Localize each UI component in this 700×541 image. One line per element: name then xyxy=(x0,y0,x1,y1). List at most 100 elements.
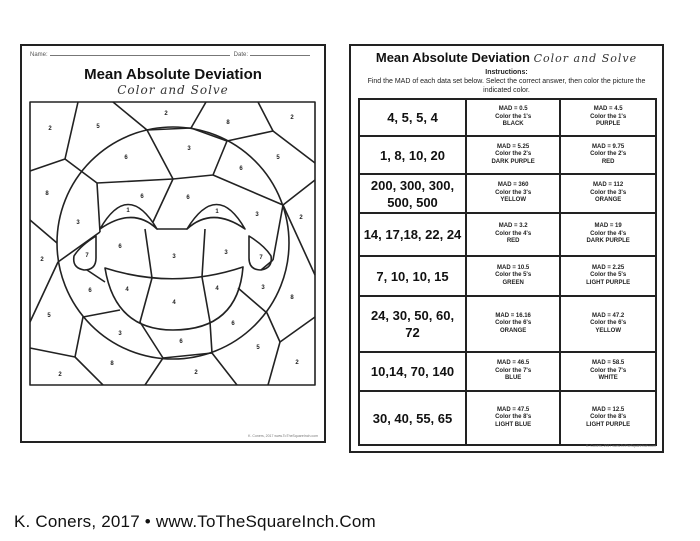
table-row: 7, 10, 10, 15 MAD = 10.5 Color the 5's GREE… xyxy=(358,255,657,297)
color-instruction: Color the 2's xyxy=(590,151,627,158)
answer-choice[interactable]: MAD = 47.2 Color the 6's YELLOW xyxy=(559,295,657,353)
region-number: 1 xyxy=(215,209,219,215)
picture-outlines xyxy=(29,101,316,386)
mad-value: MAD = 12.5 xyxy=(592,406,625,413)
table-row: 200, 300, 300, 500, 500 MAD = 360 Color th… xyxy=(358,173,657,214)
region-number: 6 xyxy=(118,244,122,250)
region-number: 6 xyxy=(186,195,190,201)
region-number: 6 xyxy=(231,321,235,327)
worksheet-footer: K. Coners, 2017 www.ToTheSquareInch.com xyxy=(586,444,656,448)
region-number: 2 xyxy=(164,111,168,117)
color-instruction: Color the 1's xyxy=(495,113,532,120)
mad-value: MAD = 2.25 xyxy=(592,264,625,271)
name-line xyxy=(49,52,230,56)
color-instruction: Color the 6's xyxy=(495,320,532,327)
answer-choice[interactable]: MAD = 47.5 Color the 8's LIGHT BLUE xyxy=(464,390,562,446)
color-name: BLACK xyxy=(502,121,524,128)
color-instruction: Color the 4's xyxy=(495,230,532,237)
region-number: 5 xyxy=(276,155,280,161)
answer-choice[interactable]: MAD = 9.75 Color the 2's RED xyxy=(559,135,657,175)
worksheet-subtitle: Color and Solve xyxy=(117,83,229,97)
mad-answer-table: 4, 5, 5, 4 MAD = 0.5 Color the 1's BLACK MAD… xyxy=(358,98,657,446)
mad-value: MAD = 4.5 xyxy=(593,106,623,113)
color-instruction: Color the 7's xyxy=(495,367,532,374)
answer-choice[interactable]: MAD = 0.5 Color the 1's BLACK xyxy=(464,98,562,137)
region-number: 3 xyxy=(261,285,265,291)
mad-worksheet: Mean Absolute Deviation Color and Solve … xyxy=(349,44,664,453)
region-number: 2 xyxy=(40,257,44,263)
color-name: RED xyxy=(506,238,520,245)
region-number: 3 xyxy=(118,331,122,337)
name-label: Name: xyxy=(30,52,48,58)
instructions-text: Find the MAD of each data set below. Sel… xyxy=(367,78,646,94)
data-set: 30, 40, 55, 65 xyxy=(358,390,467,446)
region-number: 2 xyxy=(194,370,198,376)
mad-value: MAD = 9.75 xyxy=(592,143,625,150)
region-number: 5 xyxy=(256,345,260,351)
color-instruction: Color the 3's xyxy=(495,189,532,196)
worksheet-title: Mean Absolute Deviation xyxy=(84,66,262,83)
mad-value: MAD = 46.5 xyxy=(497,360,530,367)
mad-value: MAD = 3.2 xyxy=(498,223,528,230)
answer-choice[interactable]: MAD = 360 Color the 3's YELLOW xyxy=(464,173,562,214)
region-number: 6 xyxy=(140,194,144,200)
region-number: 3 xyxy=(187,146,191,152)
color-name: WHITE xyxy=(598,375,618,382)
region-number: 5 xyxy=(96,124,100,130)
color-name: GREEN xyxy=(502,279,524,286)
mad-value: MAD = 16.16 xyxy=(495,312,531,319)
region-number: 1 xyxy=(126,208,130,214)
coloring-worksheet: Name: Date: Mean Absolute Deviation Colo… xyxy=(20,44,326,443)
region-number: 7 xyxy=(85,253,89,259)
answer-choice[interactable]: MAD = 58.5 Color the 7's WHITE xyxy=(559,351,657,392)
color-instruction: Color the 7's xyxy=(590,367,627,374)
answer-choice[interactable]: MAD = 4.5 Color the 1's PURPLE xyxy=(559,98,657,137)
mad-value: MAD = 19 xyxy=(594,223,622,230)
region-number: 3 xyxy=(172,254,176,260)
region-number: 8 xyxy=(45,191,49,197)
answer-choice[interactable]: MAD = 46.5 Color the 7's BLUE xyxy=(464,351,562,392)
table-row: 10,14, 70, 140 MAD = 46.5 Color the 7's BLU… xyxy=(358,351,657,392)
color-name: YELLOW xyxy=(500,197,526,204)
color-name: DARK PURPLE xyxy=(586,238,630,245)
color-instruction: Color the 8's xyxy=(495,414,532,421)
region-number: 3 xyxy=(224,250,228,256)
mad-value: MAD = 47.5 xyxy=(497,406,530,413)
instructions-heading: Instructions: xyxy=(485,69,528,76)
answer-choice[interactable]: MAD = 5.25 Color the 2's DARK PURPLE xyxy=(464,135,562,175)
date-label: Date: xyxy=(233,52,248,58)
color-name: ORANGE xyxy=(594,197,622,204)
region-number: 2 xyxy=(58,372,62,378)
region-number: 2 xyxy=(290,115,294,121)
region-number: 4 xyxy=(172,300,176,306)
region-number: 2 xyxy=(299,215,303,221)
color-instruction: Color the 4's xyxy=(590,230,627,237)
mad-value: MAD = 58.5 xyxy=(592,360,625,367)
worksheet-footer: K. Coners, 2017 www.ToTheSquareInch.com xyxy=(248,434,318,438)
region-number: 4 xyxy=(125,287,129,293)
answer-choice[interactable]: MAD = 16.16 Color the 6's ORANGE xyxy=(464,295,562,353)
data-set: 24, 30, 50, 60, 72 xyxy=(358,295,467,353)
color-name: LIGHT PURPLE xyxy=(586,279,631,286)
region-numbers: 2 5 2 8 2 3 6 5 6 8 6 6 1 1 3 2 3 6 7 3 3 7 2 6 4 4 3 8 4 5 6 3 6 5 8 2 2 2 xyxy=(40,111,303,378)
table-row: 4, 5, 5, 4 MAD = 0.5 Color the 1's BLACK MAD… xyxy=(358,98,657,137)
table-row: 24, 30, 50, 60, 72 MAD = 16.16 Color the 6… xyxy=(358,295,657,353)
answer-choice[interactable]: MAD = 3.2 Color the 4's RED xyxy=(464,212,562,257)
region-number: 6 xyxy=(239,166,243,172)
data-set: 4, 5, 5, 4 xyxy=(358,98,467,137)
answer-choice[interactable]: MAD = 10.5 Color the 5's GREEN xyxy=(464,255,562,297)
data-set: 1, 8, 10, 20 xyxy=(358,135,467,175)
answer-choice[interactable]: MAD = 112 Color the 3's ORANGE xyxy=(559,173,657,214)
region-number: 8 xyxy=(226,120,230,126)
region-number: 4 xyxy=(215,286,219,292)
answer-choice[interactable]: MAD = 12.5 Color the 8's LIGHT PURPLE xyxy=(559,390,657,446)
answer-choice[interactable]: MAD = 19 Color the 4's DARK PURPLE xyxy=(559,212,657,257)
date-line xyxy=(250,52,310,56)
color-instruction: Color the 5's xyxy=(495,272,532,279)
data-set: 10,14, 70, 140 xyxy=(358,351,467,392)
region-number: 2 xyxy=(295,360,299,366)
region-number: 8 xyxy=(290,295,294,301)
answer-choice[interactable]: MAD = 2.25 Color the 5's LIGHT PURPLE xyxy=(559,255,657,297)
color-instruction: Color the 5's xyxy=(590,272,627,279)
